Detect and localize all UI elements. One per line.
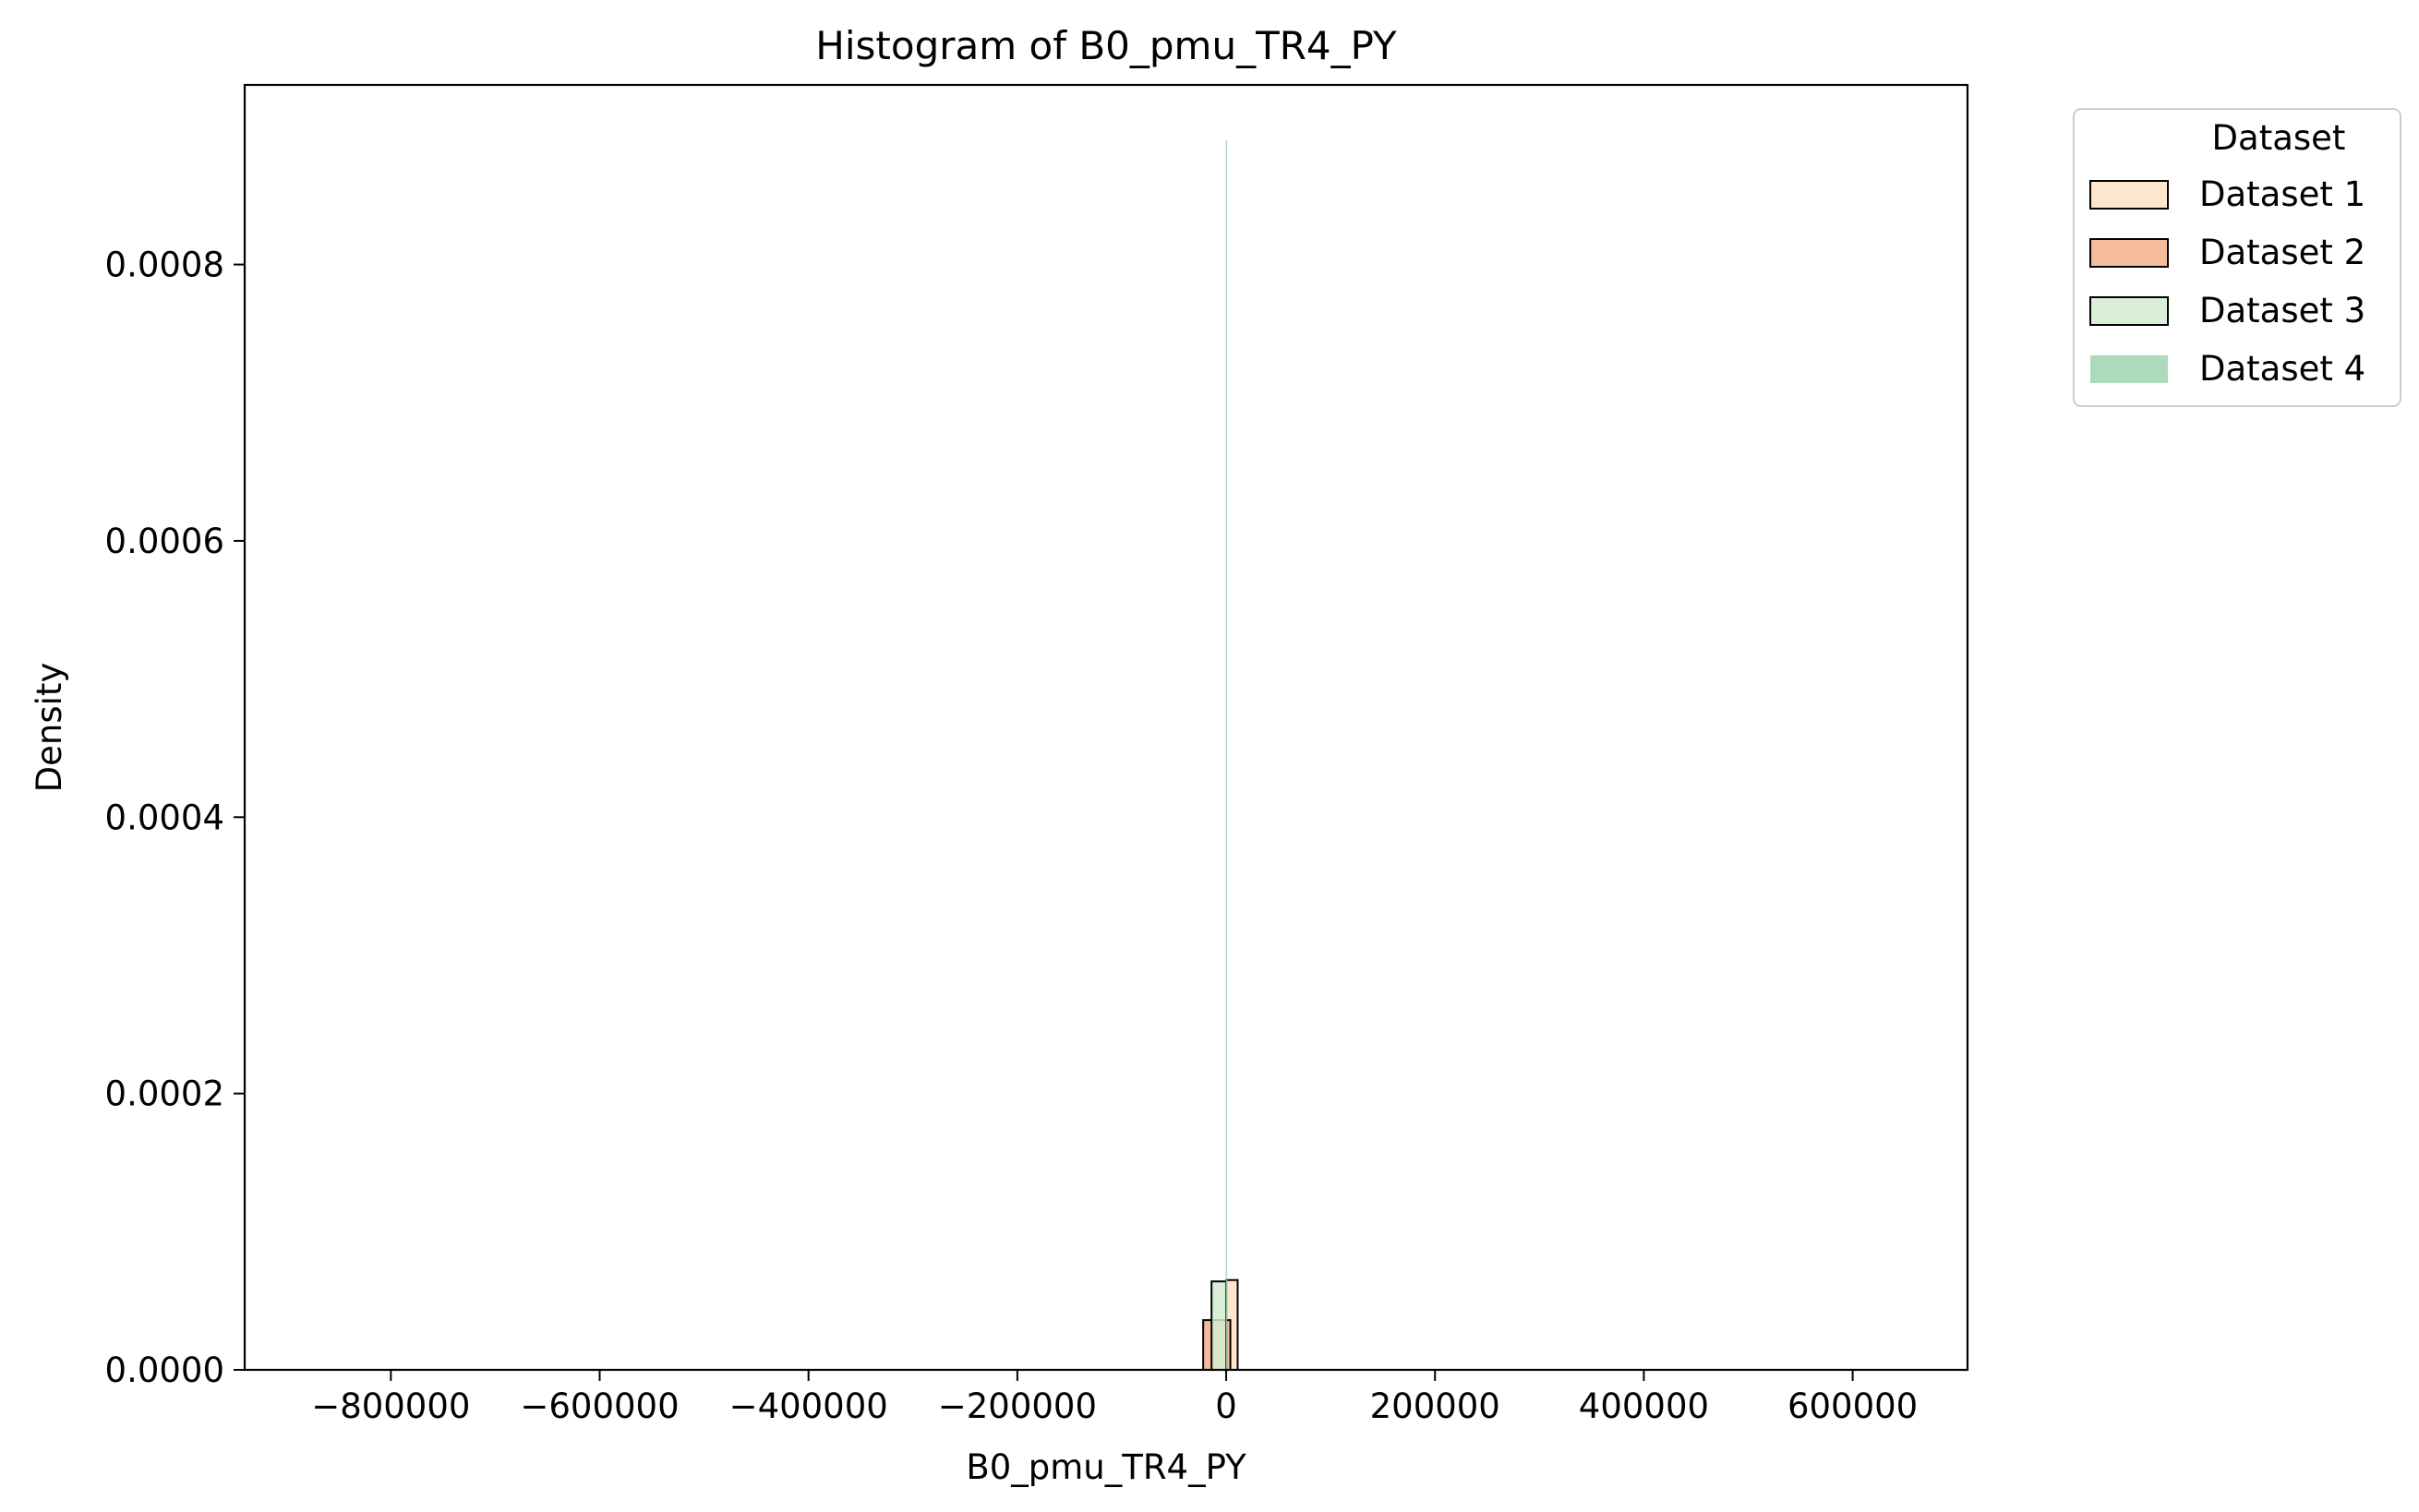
legend-swatch — [2090, 355, 2168, 383]
x-tick-label: 600000 — [1787, 1386, 1918, 1426]
y-tick-label: 0.0008 — [105, 246, 224, 285]
plot-frame — [243, 83, 1969, 1372]
y-axis: 0.0000 0.0002 0.0004 0.0006 0.0008 — [105, 246, 245, 1390]
x-tick-label: −800000 — [311, 1386, 470, 1426]
y-tick-label: 0.0000 — [105, 1350, 224, 1390]
y-tick-label: 0.0002 — [105, 1074, 224, 1114]
y-axis-label: Density — [30, 663, 69, 793]
legend-swatch — [2089, 238, 2169, 268]
x-axis: −800000 −600000 −400000 −200000 0 200000 40000… — [311, 1370, 1918, 1426]
legend-label: Dataset 3 — [2199, 291, 2365, 330]
legend-label: Dataset 2 — [2199, 233, 2365, 272]
legend-items: Dataset 1 Dataset 2 Dataset 3 Dataset 4 — [2089, 174, 2365, 389]
x-tick-label: −200000 — [938, 1386, 1097, 1426]
legend-label: Dataset 4 — [2199, 349, 2365, 389]
legend-swatch — [2089, 180, 2169, 210]
histogram-bar-series-4 — [1225, 139, 1228, 1370]
x-axis-label: B0_pmu_TR4_PY — [966, 1447, 1246, 1487]
chart-title: Histogram of B0_pmu_TR4_PY — [815, 23, 1397, 68]
x-tick-label: −400000 — [729, 1386, 888, 1426]
histogram-bar-series-3 — [1210, 1280, 1228, 1371]
legend-swatch — [2089, 296, 2169, 326]
y-tick-label: 0.0006 — [105, 522, 224, 561]
legend-label: Dataset 1 — [2199, 174, 2365, 214]
x-tick-label: 400000 — [1579, 1386, 1709, 1426]
x-tick-label: −600000 — [520, 1386, 679, 1426]
legend-title: Dataset — [2212, 118, 2346, 158]
bars-layer — [1202, 139, 1239, 1372]
x-tick-label: 200000 — [1370, 1386, 1500, 1426]
x-tick-label: 0 — [1215, 1386, 1237, 1426]
y-tick-label: 0.0004 — [105, 798, 224, 837]
